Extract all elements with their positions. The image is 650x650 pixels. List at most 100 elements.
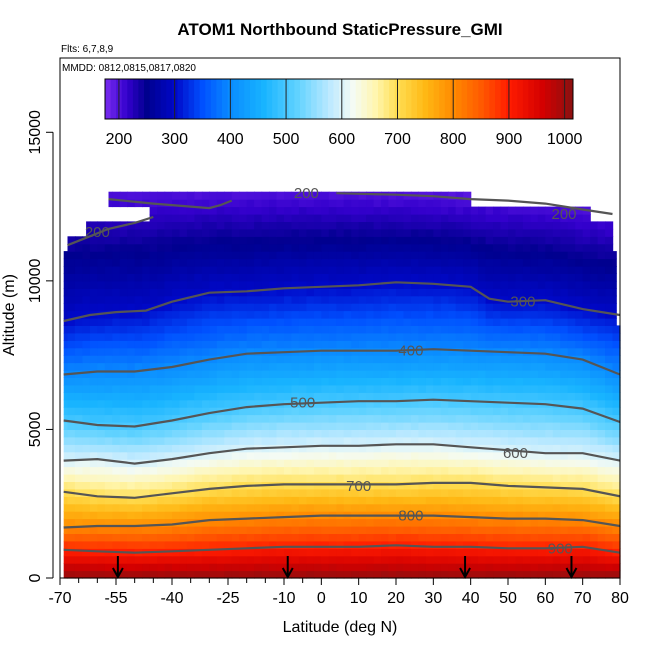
- heat-cell: [216, 332, 225, 341]
- heat-cell: [500, 496, 509, 505]
- heat-cell: [590, 540, 599, 549]
- heat-cell: [582, 295, 591, 304]
- heat-cell: [291, 355, 300, 364]
- heat-cell: [172, 451, 181, 460]
- heat-cell: [172, 422, 181, 430]
- heat-cell: [172, 533, 181, 542]
- heat-cell: [306, 273, 315, 282]
- heat-cell: [410, 243, 419, 252]
- heat-cell: [470, 533, 479, 542]
- heat-cell: [134, 555, 143, 564]
- heat-cell: [366, 243, 375, 252]
- heat-cell: [179, 221, 188, 230]
- heat-cell: [515, 496, 524, 505]
- heat-cell: [463, 533, 472, 542]
- heat-cell: [567, 488, 576, 497]
- heat-cell: [306, 518, 315, 527]
- heat-cell: [321, 414, 330, 423]
- heat-cell: [508, 436, 517, 445]
- heat-cell: [74, 503, 83, 512]
- heat-cell: [388, 295, 397, 304]
- heat-cell: [328, 303, 337, 312]
- heat-cell: [321, 273, 330, 282]
- heat-cell: [537, 243, 546, 252]
- heat-cell: [112, 362, 121, 371]
- heat-cell: [537, 466, 546, 475]
- heat-cell: [403, 236, 412, 245]
- heat-cell: [269, 325, 278, 334]
- heat-cell: [321, 228, 330, 237]
- heat-cell: [231, 340, 240, 349]
- heat-cell: [522, 228, 531, 237]
- heat-cell: [515, 563, 524, 572]
- heat-cell: [485, 221, 494, 230]
- heat-cell: [127, 221, 136, 230]
- heat-cell: [246, 533, 255, 542]
- heat-cell: [381, 206, 390, 215]
- heat-cell: [388, 266, 397, 274]
- heat-cell: [463, 251, 472, 260]
- heat-cell: [194, 303, 203, 312]
- heat-cell: [328, 191, 337, 200]
- heat-cell: [112, 332, 121, 341]
- heat-cell: [284, 266, 293, 274]
- heat-cell: [313, 288, 322, 297]
- heat-cell: [381, 496, 390, 505]
- heat-cell: [306, 422, 315, 430]
- heat-cell: [276, 540, 285, 549]
- heat-cell: [433, 563, 442, 572]
- heat-cell: [530, 488, 539, 497]
- heat-cell: [89, 422, 98, 430]
- heat-cell: [530, 496, 539, 505]
- heat-cell: [537, 459, 546, 468]
- heat-cell: [172, 459, 181, 468]
- heat-cell: [522, 221, 531, 230]
- heat-cell: [448, 474, 457, 482]
- heat-cell: [89, 444, 98, 453]
- heat-cell: [328, 310, 337, 319]
- heat-cell: [396, 384, 405, 393]
- heat-cell: [321, 570, 330, 579]
- heat-cell: [224, 236, 233, 245]
- heat-cell: [269, 228, 278, 237]
- heat-cell: [582, 355, 591, 364]
- heat-cell: [269, 258, 278, 267]
- heat-cell: [418, 570, 427, 579]
- heat-cell: [478, 399, 487, 408]
- heat-cell: [149, 511, 158, 520]
- heat-cell: [470, 503, 479, 512]
- heat-cell: [537, 325, 546, 334]
- heat-cell: [597, 555, 606, 564]
- heat-cell: [209, 347, 218, 356]
- heat-cell: [298, 273, 307, 282]
- heat-cell: [552, 303, 561, 312]
- heat-cell: [425, 436, 434, 445]
- heat-cell: [89, 370, 98, 378]
- heat-cell: [425, 318, 434, 326]
- heat-cell: [63, 384, 68, 393]
- heat-cell: [179, 318, 188, 326]
- heat-cell: [567, 540, 576, 549]
- heat-cell: [500, 214, 509, 222]
- heat-cell: [313, 303, 322, 312]
- heat-cell: [403, 526, 412, 534]
- heat-cell: [127, 392, 136, 401]
- heat-cell: [134, 436, 143, 445]
- heat-cell: [89, 496, 98, 505]
- heat-cell: [179, 451, 188, 460]
- heat-cell: [433, 273, 442, 282]
- heat-cell: [560, 377, 569, 386]
- heat-cell: [403, 392, 412, 401]
- heat-cell: [269, 436, 278, 445]
- heat-cell: [328, 503, 337, 512]
- heat-cell: [403, 258, 412, 267]
- heat-cell: [396, 362, 405, 371]
- heat-cell: [403, 488, 412, 497]
- heat-cell: [410, 370, 419, 378]
- heat-cell: [291, 570, 300, 579]
- heat-cell: [269, 340, 278, 349]
- heat-cell: [612, 325, 621, 334]
- heat-cell: [381, 251, 390, 260]
- heat-cell: [396, 503, 405, 512]
- heat-cell: [590, 444, 599, 453]
